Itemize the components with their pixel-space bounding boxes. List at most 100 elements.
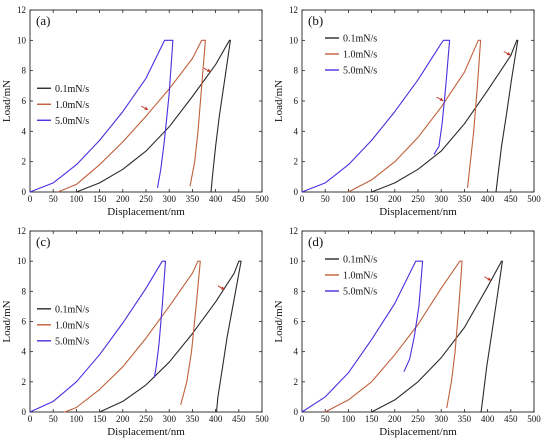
y-tick-label: 2: [294, 377, 299, 387]
curve-arrow-head: [144, 106, 149, 111]
legend: 0.1mN/s 1.0mN/s 5.0mN/s: [325, 255, 377, 298]
y-axis-title: Load/mN: [1, 80, 13, 122]
legend-entry: 1.0mN/s: [343, 271, 377, 282]
y-tick-label: 4: [294, 347, 299, 357]
y-tick-label: 10: [289, 35, 299, 45]
curve-arrow-head: [506, 52, 511, 56]
y-tick-label: 12: [289, 226, 298, 236]
y-axis-title: Load/mN: [1, 300, 13, 342]
x-axis-title: Displacement/nm: [379, 206, 457, 218]
curve-arrow-head: [487, 277, 492, 281]
legend-entry: 1.0mN/s: [343, 50, 377, 61]
series-line-5.0mN/s: [301, 39, 451, 193]
x-tick-label: 200: [388, 194, 402, 204]
x-tick-label: 350: [458, 194, 472, 204]
legend: 0.1mN/s 1.0mN/s 5.0mN/s: [325, 34, 377, 77]
y-tick-label: 12: [289, 5, 298, 15]
y-tick-label: 8: [294, 66, 299, 76]
legend: 0.1mN/s 1.0mN/s 5.0mN/s: [37, 84, 89, 127]
y-axis-title: Load/mN: [273, 300, 285, 342]
chart-panel-1: 0 50 100 150 200 250 300 350 400 450 500 0 2 4 6 8 10 12 D…: [1, 5, 269, 218]
legend-entry: 5.0mN/s: [55, 116, 89, 127]
series-line-1.0mN/s: [347, 39, 482, 193]
x-tick-label: 150: [93, 414, 107, 424]
legend-entry: 1.0mN/s: [55, 100, 89, 111]
panel-label: (b): [308, 13, 323, 28]
x-tick-label: 0: [28, 194, 33, 204]
x-tick-label: 50: [49, 414, 59, 424]
y-tick-label: 0: [294, 187, 299, 197]
curve-arrow-head: [220, 286, 225, 290]
y-tick-label: 6: [294, 96, 299, 106]
y-tick-label: 0: [22, 407, 27, 417]
series-line-1.0mN/s: [64, 260, 201, 413]
x-tick-label: 300: [162, 194, 176, 204]
y-tick-label: 10: [17, 256, 27, 266]
series-line-1.0mN/s: [57, 39, 206, 193]
x-tick-label: 100: [342, 194, 356, 204]
legend-entry: 0.1mN/s: [55, 304, 89, 315]
x-tick-label: 500: [527, 414, 541, 424]
x-tick-label: 250: [411, 414, 425, 424]
x-tick-label: 350: [458, 414, 472, 424]
x-tick-label: 450: [232, 194, 246, 204]
y-tick-label: 6: [22, 317, 27, 327]
x-tick-label: 300: [434, 194, 448, 204]
x-tick-label: 50: [321, 194, 331, 204]
x-tick-label: 450: [232, 414, 246, 424]
legend-entry: 5.0mN/s: [343, 66, 377, 77]
y-tick-label: 12: [17, 226, 26, 236]
y-tick-label: 8: [294, 286, 299, 296]
y-tick-label: 10: [289, 256, 299, 266]
x-tick-label: 0: [28, 414, 33, 424]
y-axis-title: Load/mN: [273, 80, 285, 122]
x-tick-label: 100: [70, 414, 84, 424]
x-axis-title: Displacement/nm: [107, 426, 185, 438]
y-tick-label: 10: [17, 35, 27, 45]
legend-entry: 0.1mN/s: [55, 84, 89, 95]
y-tick-label: 0: [22, 187, 27, 197]
y-tick-label: 4: [22, 126, 27, 136]
panel-label: (a): [36, 13, 50, 28]
y-tick-label: 4: [294, 126, 299, 136]
x-tick-label: 100: [342, 414, 356, 424]
legend-entry: 0.1mN/s: [343, 34, 377, 45]
panel-label: (c): [36, 234, 50, 249]
x-tick-label: 50: [49, 194, 59, 204]
y-tick-label: 2: [22, 377, 27, 387]
x-tick-label: 400: [481, 414, 495, 424]
legend-entry: 0.1mN/s: [343, 255, 377, 266]
x-tick-label: 500: [527, 194, 541, 204]
x-tick-label: 200: [116, 414, 130, 424]
x-tick-label: 200: [116, 194, 130, 204]
series-line-0.1mN/s: [75, 39, 231, 193]
legend-entry: 5.0mN/s: [343, 287, 377, 298]
y-tick-label: 4: [22, 347, 27, 357]
chart-panel-3: 0 50 100 150 200 250 300 350 400 450 500 0 2 4 6 8 10 12 D…: [1, 226, 269, 438]
x-tick-label: 50: [321, 414, 331, 424]
y-tick-label: 8: [22, 286, 27, 296]
x-axis-title: Displacement/nm: [107, 206, 185, 218]
x-tick-label: 150: [365, 414, 379, 424]
chart-panel-4: 0 50 100 150 200 250 300 350 400 450 500 0 2 4 6 8 10 12 D…: [273, 226, 541, 438]
x-tick-label: 300: [434, 414, 448, 424]
curve-arrow-head: [439, 97, 444, 101]
y-tick-label: 6: [22, 96, 27, 106]
legend-entry: 5.0mN/s: [55, 336, 89, 347]
x-tick-label: 450: [504, 194, 518, 204]
x-tick-label: 400: [209, 414, 223, 424]
series-line-0.1mN/s: [371, 39, 519, 193]
series-line-0.1mN/s: [99, 260, 242, 413]
legend: 0.1mN/s 1.0mN/s 5.0mN/s: [37, 304, 89, 347]
x-axis-title: Displacement/nm: [379, 426, 457, 438]
x-tick-label: 350: [186, 414, 200, 424]
y-tick-label: 0: [294, 407, 299, 417]
x-tick-label: 0: [300, 194, 305, 204]
series-line-5.0mN/s: [301, 260, 424, 413]
series-line-1.0mN/s: [324, 260, 463, 413]
x-tick-label: 250: [139, 414, 153, 424]
x-tick-label: 250: [411, 194, 425, 204]
y-tick-label: 8: [22, 66, 27, 76]
y-tick-label: 2: [22, 157, 27, 167]
